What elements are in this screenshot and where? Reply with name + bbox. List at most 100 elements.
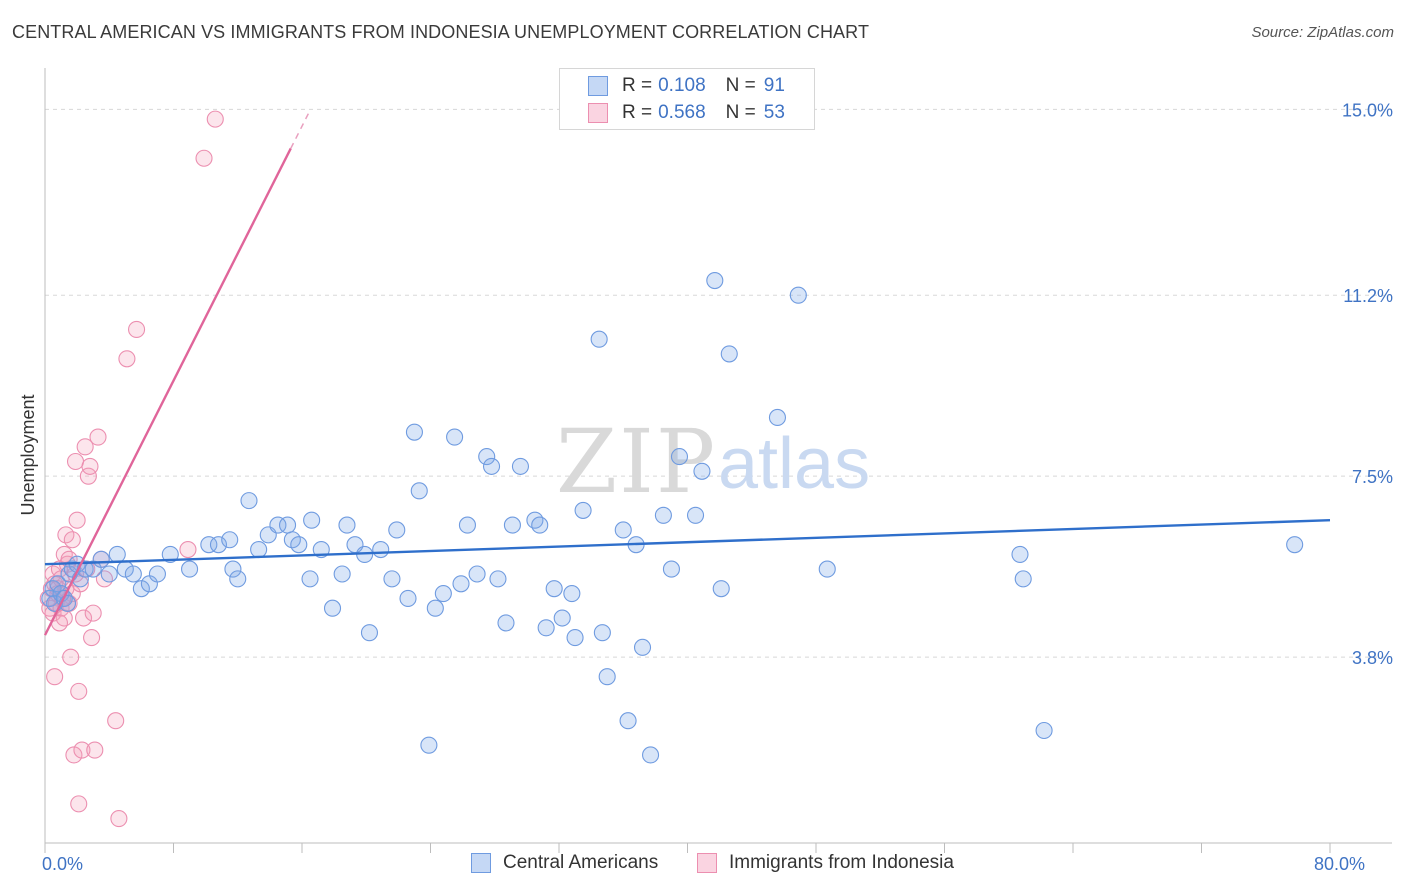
data-point bbox=[670, 448, 689, 466]
y-tick-labels: 3.8% 7.5% 11.2% 15.0% bbox=[1342, 100, 1393, 668]
data-point bbox=[553, 609, 571, 627]
x-tick-labels: 0.0% 80.0% bbox=[42, 854, 1365, 874]
data-point bbox=[70, 795, 88, 813]
data-point bbox=[200, 536, 218, 554]
legend-r-value: 0.568 bbox=[658, 102, 706, 123]
legend-n-key: N = bbox=[725, 75, 756, 96]
legend-swatch-blue bbox=[471, 853, 491, 873]
data-point bbox=[720, 345, 738, 363]
data-point bbox=[642, 746, 660, 764]
data-point bbox=[593, 624, 611, 642]
data-point bbox=[482, 457, 501, 475]
data-point bbox=[95, 570, 113, 588]
series-legend: Central Americans Immigrants from Indone… bbox=[0, 850, 1406, 880]
data-point bbox=[89, 428, 107, 446]
data-point bbox=[62, 648, 80, 666]
data-point bbox=[92, 550, 110, 568]
data-point bbox=[181, 560, 199, 578]
data-point bbox=[278, 516, 297, 534]
data-point bbox=[768, 408, 787, 427]
data-point bbox=[526, 511, 544, 529]
data-point bbox=[1286, 536, 1304, 554]
y-tick-label: 3.8% bbox=[1352, 648, 1393, 668]
trend-line-central-americans bbox=[44, 518, 1331, 566]
y-axis-title: Unemployment bbox=[18, 394, 38, 515]
data-point bbox=[574, 501, 592, 519]
data-point bbox=[489, 570, 507, 588]
data-point bbox=[128, 320, 146, 338]
data-point bbox=[250, 540, 268, 559]
watermark: ZIP atlas bbox=[556, 410, 870, 513]
data-point bbox=[614, 521, 632, 539]
data-point bbox=[179, 540, 197, 559]
data-point bbox=[633, 638, 652, 656]
data-point bbox=[100, 565, 118, 583]
data-point bbox=[693, 462, 711, 480]
data-point bbox=[65, 746, 83, 764]
data-point bbox=[132, 580, 150, 598]
data-point bbox=[338, 516, 356, 534]
data-point bbox=[66, 452, 85, 471]
trend-line-indonesia-extension bbox=[290, 109, 311, 149]
data-point bbox=[269, 516, 287, 534]
data-point bbox=[161, 545, 179, 563]
data-point bbox=[108, 545, 126, 563]
data-point bbox=[70, 682, 88, 700]
data-point bbox=[303, 511, 321, 529]
data-point bbox=[468, 565, 486, 583]
series-central-americans-points bbox=[41, 271, 1304, 764]
data-point bbox=[224, 560, 242, 578]
legend-n-key: N = bbox=[725, 102, 756, 123]
legend-row-indonesia: R = 0.568 N = 53 bbox=[560, 100, 785, 126]
data-point bbox=[566, 629, 584, 647]
legend-swatch-blue bbox=[588, 76, 608, 96]
data-point bbox=[323, 599, 342, 617]
data-point bbox=[563, 585, 581, 603]
legend-label: Central Americans bbox=[503, 852, 659, 873]
data-point bbox=[590, 330, 608, 348]
legend-row-central-americans: R = 0.108 N = 91 bbox=[560, 73, 785, 99]
data-point bbox=[124, 565, 142, 583]
legend-r-key: R = bbox=[622, 102, 653, 123]
legend-item-indonesia: Immigrants from Indonesia bbox=[697, 852, 954, 874]
data-point bbox=[405, 423, 423, 441]
data-point bbox=[598, 668, 616, 686]
data-point bbox=[537, 619, 555, 637]
legend-r-value: 0.108 bbox=[658, 75, 706, 96]
data-point bbox=[712, 580, 730, 598]
data-point bbox=[1014, 570, 1032, 588]
data-point bbox=[46, 668, 64, 686]
data-point bbox=[73, 741, 91, 759]
data-point bbox=[372, 540, 390, 559]
data-point bbox=[818, 560, 836, 578]
data-point bbox=[84, 604, 102, 622]
data-point bbox=[209, 536, 228, 554]
data-point bbox=[388, 521, 406, 539]
data-point bbox=[49, 575, 67, 593]
data-point bbox=[118, 350, 136, 368]
data-point bbox=[619, 712, 637, 730]
data-point bbox=[497, 614, 515, 632]
data-point bbox=[229, 570, 247, 588]
data-point bbox=[110, 809, 128, 828]
chart-source: Source: ZipAtlas.com bbox=[1251, 24, 1394, 41]
data-point bbox=[654, 506, 672, 524]
y-tick-label: 11.2% bbox=[1343, 286, 1393, 306]
data-point bbox=[83, 629, 101, 647]
data-point bbox=[446, 428, 464, 446]
legend-label: Immigrants from Indonesia bbox=[729, 852, 954, 873]
data-point bbox=[503, 516, 521, 534]
data-point bbox=[1035, 721, 1053, 740]
x-tick-label: 0.0% bbox=[42, 854, 83, 874]
legend-swatch-pink bbox=[588, 103, 608, 123]
legend-n-value: 53 bbox=[763, 102, 785, 123]
data-point bbox=[410, 482, 428, 500]
data-point bbox=[458, 516, 476, 534]
data-point bbox=[452, 575, 470, 593]
data-point bbox=[383, 570, 401, 588]
data-point bbox=[86, 741, 104, 759]
legend-r-key: R = bbox=[622, 75, 653, 96]
gridlines bbox=[45, 108, 1392, 658]
data-point bbox=[240, 492, 258, 510]
